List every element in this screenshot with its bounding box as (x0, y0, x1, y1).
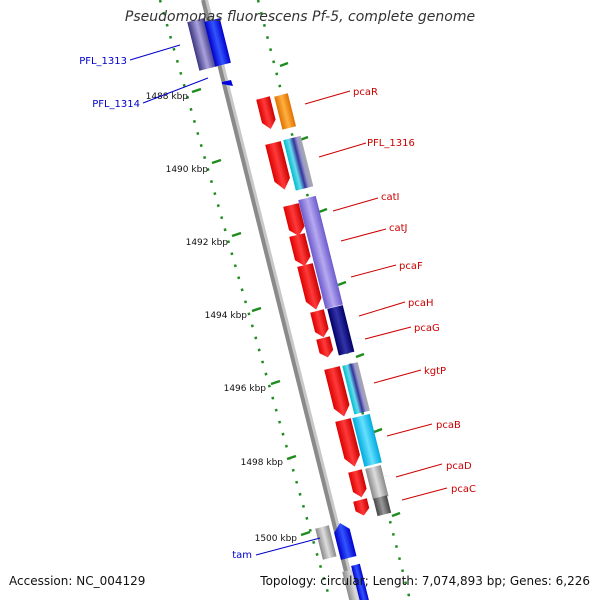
leader-PFL_1313 (129, 44, 181, 61)
leader-pcaR (304, 90, 351, 105)
gene-pcaR-red[interactable] (256, 96, 277, 130)
topology-value: circular (320, 574, 365, 588)
length-value: 7,074,893 bp (421, 574, 502, 588)
leader-pcaB (386, 423, 433, 437)
label-pcaR[interactable]: pcaR (353, 87, 378, 98)
gene-tam-next-blue[interactable] (351, 563, 370, 600)
gene-pcaG-red[interactable] (316, 336, 334, 359)
gene-PFL_1316-red[interactable] (265, 141, 292, 191)
leader-PFL_1314 (142, 77, 209, 104)
label-catJ[interactable]: catJ (389, 223, 408, 234)
gene-pcaB-red[interactable] (335, 418, 362, 468)
gene-kgtP[interactable] (342, 362, 370, 415)
outer-tick (318, 207, 328, 214)
label-PFL_1316[interactable]: PFL_1316 (367, 138, 415, 149)
label-pcaB[interactable]: pcaB (436, 420, 461, 431)
tick-line (251, 306, 262, 313)
label-catI[interactable]: catI (381, 192, 400, 203)
outer-tick (337, 280, 347, 287)
label-PFL_1313[interactable]: PFL_1313 (79, 56, 127, 67)
gene-PFL_1316[interactable] (283, 135, 314, 191)
label-PFL_1314[interactable]: PFL_1314 (92, 99, 140, 110)
tick-label: 1488 kbp (146, 92, 189, 102)
gene-PFL_1314[interactable] (222, 80, 233, 86)
label-pcaD[interactable]: pcaD (446, 461, 472, 472)
leader-tam (255, 537, 321, 556)
leader-pcaH (358, 301, 406, 317)
tick-line (300, 530, 311, 537)
genes-label: Genes: (509, 574, 552, 588)
gene-catIJ-pcaF[interactable] (298, 195, 343, 309)
tick-1492: 1492 kbp (186, 231, 242, 248)
gene-kgtP-red[interactable] (324, 366, 352, 418)
gene-pcaF-red[interactable] (297, 263, 324, 312)
tick-marks: 1488 kbp 1490 kbp 1492 kbp 1494 kbp 1496… (146, 61, 401, 544)
backbone-line (201, 0, 355, 600)
gene-pcaD[interactable] (365, 465, 389, 500)
outer-tick (279, 61, 289, 68)
gene-pcaD-red[interactable] (348, 469, 368, 499)
gene-pcaH-red[interactable] (310, 309, 330, 339)
accession-line: Accession: NC_004129 (9, 574, 145, 588)
tick-label: 1498 kbp (241, 458, 284, 468)
gene-tam[interactable] (332, 521, 357, 560)
gene-tam-next-grey[interactable] (342, 568, 368, 600)
gene-PFL_1313[interactable] (187, 17, 217, 71)
tick-line (211, 158, 222, 165)
tick-label: 1490 kbp (166, 165, 209, 175)
gene-pcaC[interactable] (373, 495, 392, 517)
leader-pcaF (350, 264, 397, 278)
backbone (190, 0, 392, 600)
tick-line (231, 231, 242, 238)
gene-catJ-red[interactable] (289, 233, 312, 268)
tick-1500: 1500 kbp (255, 530, 311, 544)
gene-pcaB[interactable] (352, 413, 382, 467)
tick-line (286, 454, 297, 461)
leader-kgtP (373, 369, 422, 384)
gene-pcaHG[interactable] (327, 305, 355, 356)
tick-1490: 1490 kbp (166, 158, 222, 175)
tick-1496: 1496 kbp (224, 379, 281, 394)
tick-label: 1494 kbp (205, 311, 248, 321)
gene-catI-red[interactable] (283, 203, 306, 238)
gene-features (187, 17, 392, 600)
leader-pcaC (401, 487, 448, 501)
leader-catI (332, 197, 379, 212)
label-pcaG[interactable]: pcaG (414, 323, 440, 334)
outer-tick (355, 352, 365, 359)
label-pcaF[interactable]: pcaF (399, 261, 423, 272)
topology-label: Topology: (260, 574, 317, 588)
tick-1494: 1494 kbp (205, 306, 262, 321)
tick-1498: 1498 kbp (241, 454, 297, 468)
gene-pcaR[interactable] (274, 93, 297, 130)
genes-value: 6,226 (555, 574, 590, 588)
label-tam[interactable]: tam (232, 550, 252, 561)
label-pcaH[interactable]: pcaH (408, 298, 434, 309)
tick-label: 1492 kbp (186, 238, 229, 248)
tick-line (191, 87, 202, 94)
gene-tam-grey[interactable] (315, 525, 337, 560)
gene-pcaC-red[interactable] (353, 498, 370, 517)
leader-pcaG (364, 326, 412, 340)
leader-catJ (340, 228, 387, 242)
tick-1488: 1488 kbp (146, 87, 202, 102)
accession-label: Accession: (9, 574, 73, 588)
tick-label: 1500 kbp (255, 534, 298, 544)
map-title: Pseudomonas fluorescens Pf-5, complete g… (124, 9, 476, 25)
outer-tick (373, 427, 383, 434)
label-kgtP[interactable]: kgtP (424, 366, 446, 377)
summary-line: Topology: circular; Length: 7,074,893 bp… (260, 574, 590, 588)
leader-PFL_1316 (318, 142, 367, 158)
outer-tick (391, 511, 401, 518)
tick-line (270, 379, 281, 386)
tick-label: 1496 kbp (224, 384, 267, 394)
gene-PFL_1313-neighbor[interactable] (204, 18, 231, 67)
leader-pcaD (395, 463, 443, 478)
length-label: Length: (372, 574, 419, 588)
accession-value: NC_004129 (76, 574, 146, 588)
label-pcaC[interactable]: pcaC (451, 484, 476, 495)
gene-labels: PFL_1313 PFL_1314 pcaR PFL_1316 catI cat… (79, 44, 476, 561)
